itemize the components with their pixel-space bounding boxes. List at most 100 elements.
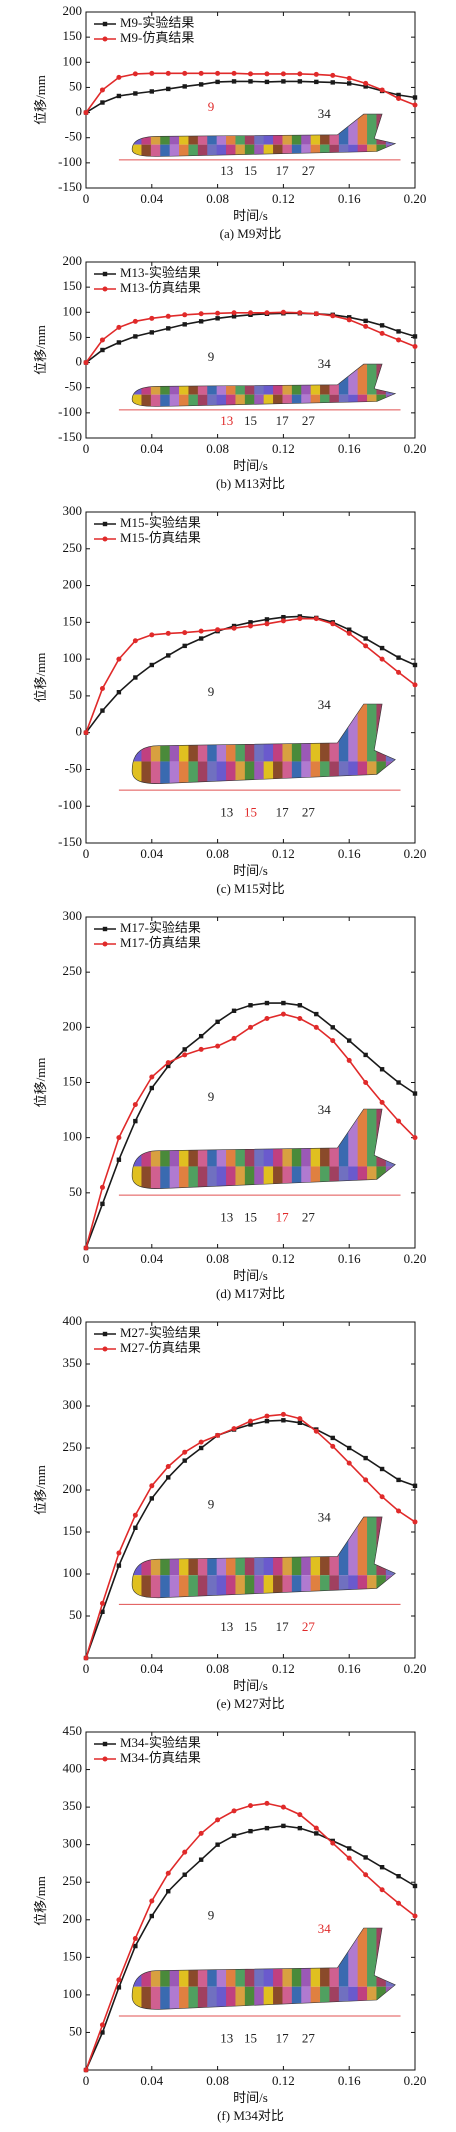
plane-panel <box>385 114 396 145</box>
plane-panel <box>329 364 340 395</box>
chart-panel: 50 100 150 200 250 300 350 400 450 0 0.04 0.08 0.12 0… <box>33 1723 426 2123</box>
marker <box>231 1035 237 1041</box>
marker <box>99 87 105 93</box>
plane-panel <box>150 761 161 784</box>
plane-panel <box>329 1109 340 1167</box>
plot-frame <box>85 261 416 439</box>
plane-panel <box>207 1516 218 1576</box>
inset-label: 15 <box>244 413 257 428</box>
plane-panel <box>329 144 340 157</box>
plane-panel <box>216 1575 227 1598</box>
inset-label: 34 <box>318 1921 332 1936</box>
plane-panel <box>188 761 199 784</box>
plane-panel <box>385 1166 396 1189</box>
marker <box>149 632 155 638</box>
plane-panel <box>197 1166 208 1189</box>
marker <box>280 1804 286 1810</box>
plane-panel <box>169 364 180 395</box>
plane-panel <box>169 704 180 762</box>
plane-panel <box>216 1928 227 1987</box>
plane-panel <box>310 1516 321 1576</box>
x-tick-label: 0 <box>83 2073 90 2088</box>
marker <box>396 1508 402 1514</box>
marker <box>347 1445 352 1451</box>
marker <box>347 81 352 86</box>
plane-panel <box>338 114 349 145</box>
y-tick-label: 400 <box>63 1313 83 1328</box>
inset-label: 27 <box>302 413 316 428</box>
marker <box>149 70 155 76</box>
plane-panel <box>310 1986 321 2010</box>
marker <box>149 1913 154 1919</box>
plane-panel <box>357 1986 368 2010</box>
marker <box>83 1655 89 1661</box>
marker <box>231 1426 237 1432</box>
plane-panel <box>357 1109 368 1167</box>
legend-marker <box>102 1331 108 1337</box>
plane-panel <box>291 1516 302 1576</box>
plane-panel <box>169 1109 180 1167</box>
y-tick-label: 200 <box>63 1481 83 1496</box>
marker <box>133 334 138 339</box>
marker <box>215 627 221 633</box>
plane-panel <box>273 1166 283 1189</box>
plane-panel <box>188 1986 199 2010</box>
plane-panel <box>132 1986 142 2010</box>
plane-panel <box>310 1575 321 1598</box>
plane-panel <box>216 364 227 395</box>
plane-panel <box>273 1516 283 1576</box>
plane-panel <box>282 1928 293 1987</box>
plane-panel <box>197 761 208 784</box>
plane-panel <box>282 364 293 395</box>
legend-marker <box>102 536 108 542</box>
marker <box>100 2030 105 2035</box>
plane-panel <box>150 394 161 407</box>
plane-outline <box>131 1516 396 1599</box>
x-tick-label: 0.20 <box>404 846 427 861</box>
y-tick-label: 50 <box>69 687 82 702</box>
plane-panel <box>188 364 199 395</box>
plane-panel <box>338 1575 349 1598</box>
plane-panel <box>244 144 255 157</box>
plane-panel <box>263 761 274 784</box>
marker <box>132 638 138 644</box>
marker <box>297 310 303 316</box>
legend-label: M27-实验结果 <box>120 1325 201 1340</box>
plane-panel <box>150 1166 161 1189</box>
inset-label: 34 <box>318 1510 332 1525</box>
marker <box>133 675 138 680</box>
plane-panel <box>376 1575 387 1598</box>
plane-panel <box>376 1928 387 1987</box>
marker <box>182 1458 187 1463</box>
plane-panel <box>197 1109 208 1167</box>
plane-panel <box>160 1109 171 1167</box>
marker <box>313 71 319 77</box>
marker <box>346 630 352 636</box>
marker <box>100 100 105 105</box>
y-axis-label: 位移/mm <box>33 1876 48 1926</box>
plane-panel <box>357 1928 368 1987</box>
marker <box>379 87 385 93</box>
marker <box>297 71 303 77</box>
marker <box>281 614 286 620</box>
y-tick-label: -100 <box>58 404 82 419</box>
x-tick-label: 0.16 <box>338 2073 361 2088</box>
y-tick-label: -100 <box>58 797 82 812</box>
plane-panel <box>357 1516 368 1576</box>
plane-panel <box>367 704 377 762</box>
plane-panel <box>226 761 236 784</box>
plane-panel <box>385 1986 396 2010</box>
plane-panel <box>160 114 171 145</box>
marker <box>379 323 385 328</box>
marker <box>379 1466 385 1472</box>
marker <box>149 1898 155 1904</box>
plane-panel <box>376 394 387 407</box>
y-tick-label: 250 <box>63 540 83 555</box>
plane-panel <box>141 1516 152 1576</box>
plane-panel <box>169 1986 180 2010</box>
plane-panel <box>385 704 396 762</box>
plane-panel <box>273 1928 283 1987</box>
marker <box>248 1024 253 1030</box>
x-tick-label: 0.20 <box>404 191 427 206</box>
plane-body <box>132 364 396 407</box>
